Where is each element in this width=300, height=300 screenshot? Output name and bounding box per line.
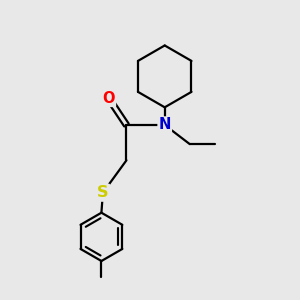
- Text: O: O: [103, 91, 115, 106]
- Text: N: N: [158, 118, 171, 133]
- Text: S: S: [97, 185, 109, 200]
